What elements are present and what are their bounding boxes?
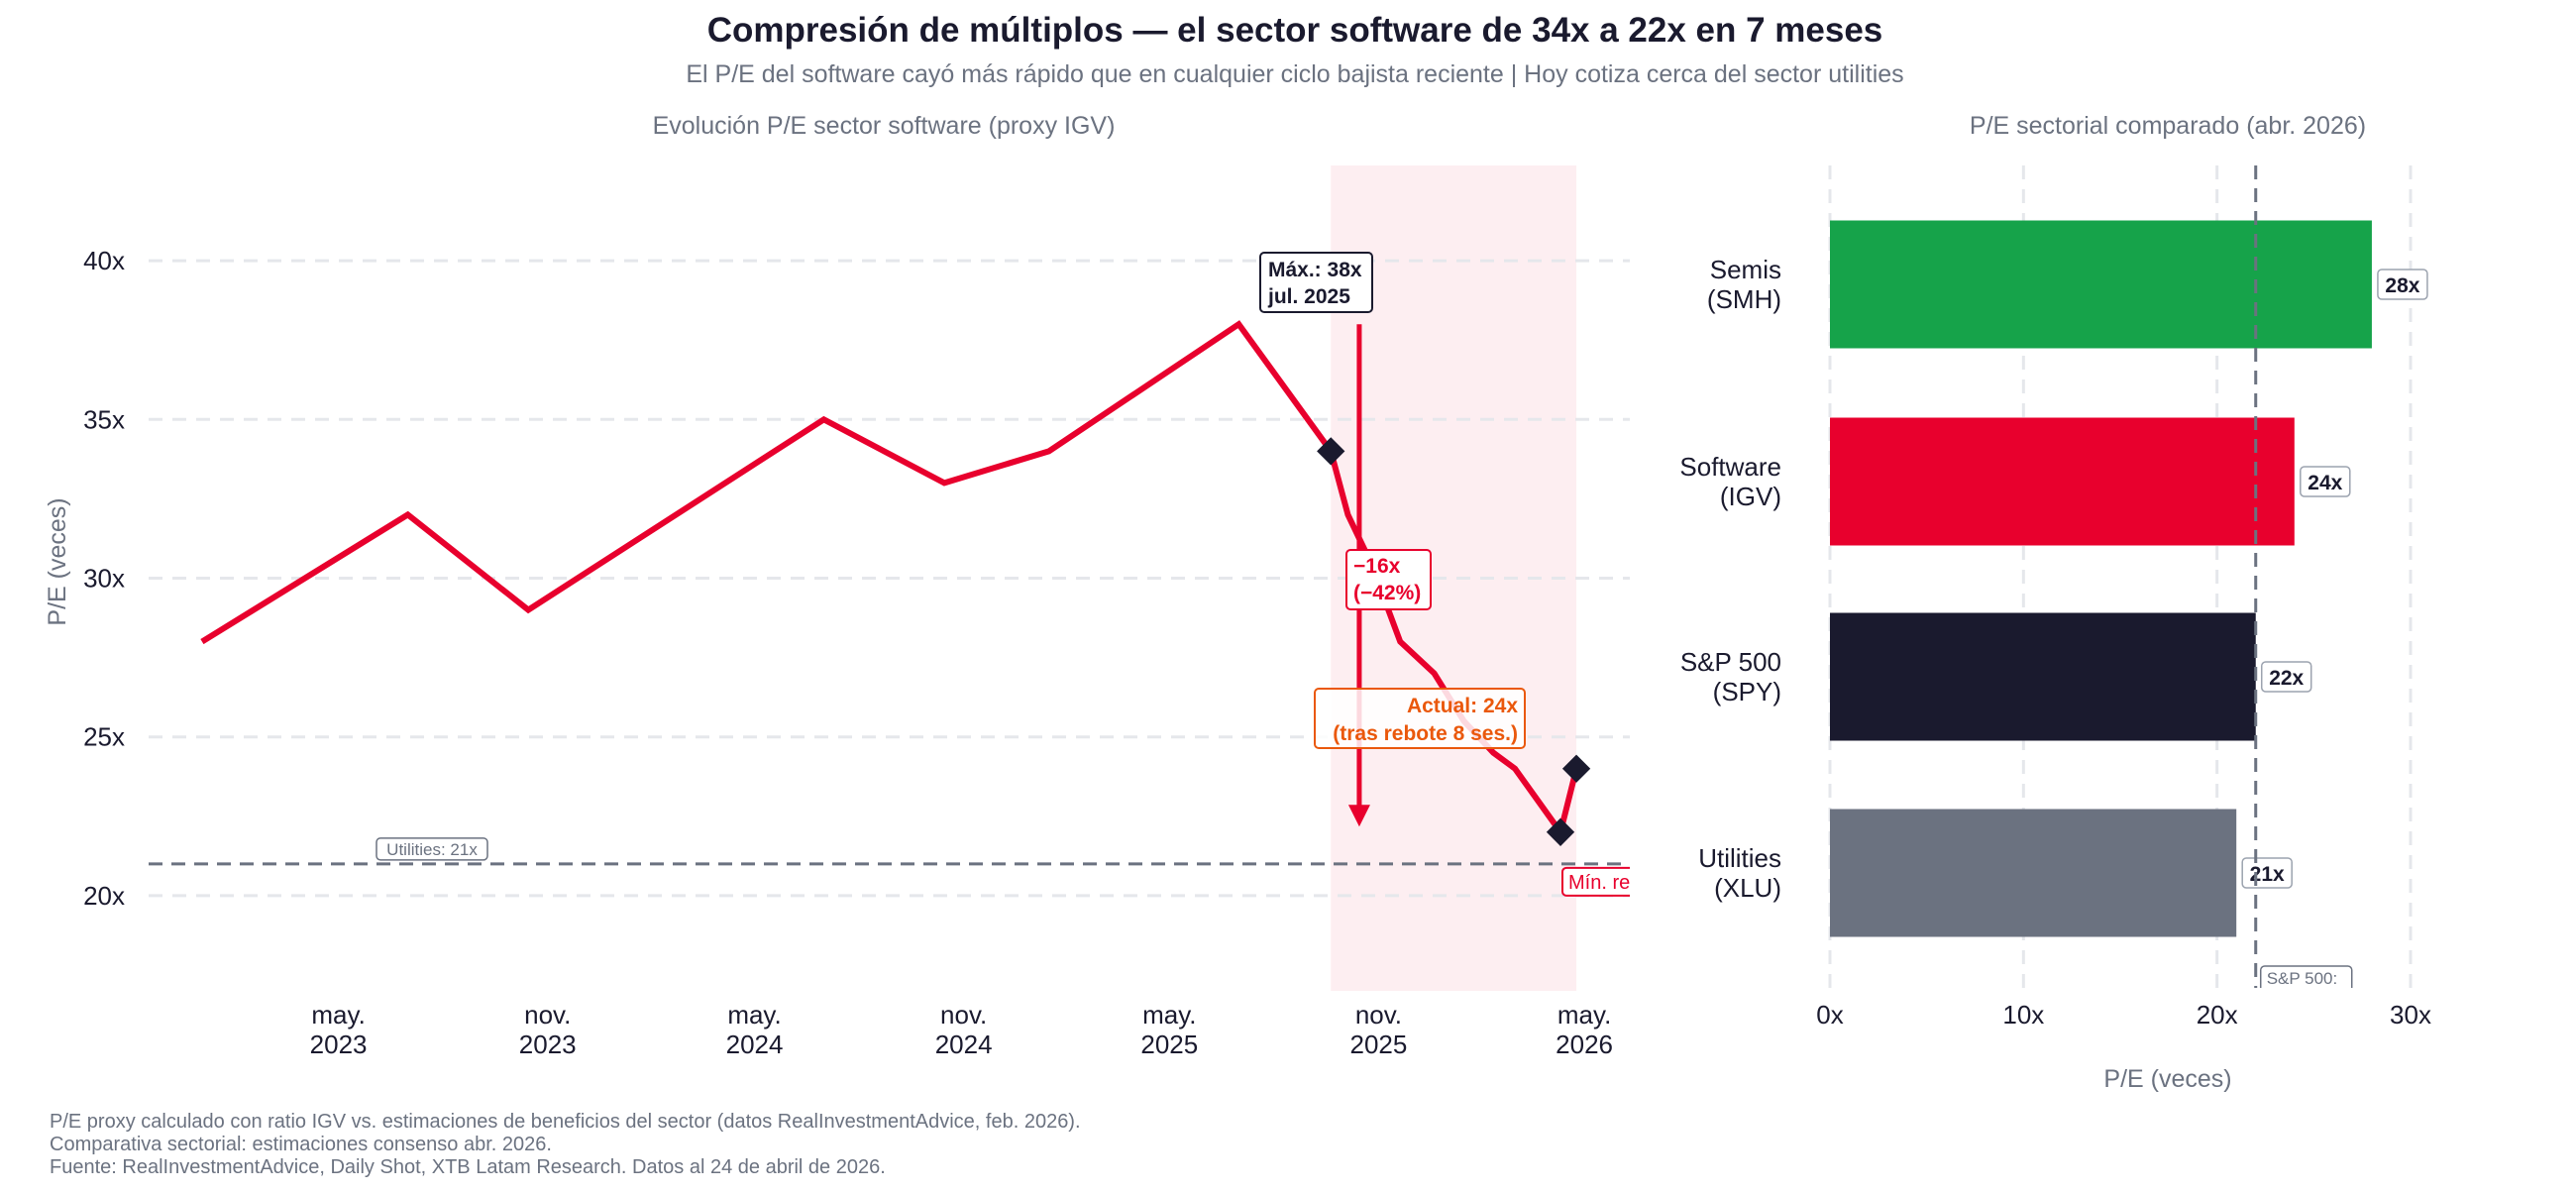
value-label: 22x — [2269, 667, 2304, 690]
category-label-line: (IGV) — [1720, 482, 1781, 511]
sp500-reference-annotation: S&P 500: — [2259, 965, 2353, 988]
drop-annotation-text: (−42%) — [1353, 582, 1421, 604]
x-tick-label-line: nov. — [524, 1000, 571, 1030]
chart-subtitle: El P/E del software cayó más rápido que … — [686, 60, 1903, 88]
actual-annotation-text: (tras rebote 8 ses.) — [1333, 722, 1518, 745]
x-tick-label: may. 2025 — [1140, 1000, 1198, 1059]
max-annotation-text: jul. 2025 — [1267, 285, 1350, 308]
value-label: 24x — [2308, 472, 2342, 494]
max-annotation-box — [1259, 252, 1373, 313]
utilities-label: Utilities: 21x — [386, 840, 478, 859]
bar-chart-panel: P/E sectorial comparado (abr. 2026) P/E … — [1679, 112, 2431, 1093]
x-tick-label-line: 2023 — [310, 1030, 368, 1059]
x-tick-label-line: may. — [727, 1000, 781, 1030]
x-tick-label: 10x — [2002, 1000, 2044, 1030]
value-label-box — [2300, 466, 2351, 497]
actual-annotation-box — [1314, 688, 1526, 749]
drop-arrow-head — [1347, 805, 1370, 827]
software-pe-line — [200, 320, 1579, 839]
value-label: 28x — [2385, 274, 2419, 297]
footer-note-2: Comparativa sectorial: estimaciones cons… — [50, 1134, 552, 1155]
x-tick-label: nov. 2024 — [935, 1000, 993, 1059]
line-chart-panel: Evolución P/E sector software (proxy IGV… — [44, 112, 1630, 1059]
x-axis-label: P/E (veces) — [2103, 1065, 2231, 1093]
drop-annotation-box — [1345, 549, 1432, 610]
x-tick-label-line: 2024 — [726, 1030, 784, 1059]
x-tick-label: nov. 2025 — [1350, 1000, 1408, 1059]
min-annotation: Mín. re — [1561, 866, 1630, 897]
category-label-line: (SMH) — [1707, 284, 1781, 314]
y-tick-label: 20x — [83, 881, 125, 911]
category-label-line: S&P 500 — [1680, 647, 1781, 677]
sp500-label: S&P 500: — [2267, 969, 2338, 988]
y-tick-label: 25x — [83, 722, 125, 752]
sp500-label-box — [2259, 965, 2353, 988]
x-tick-label-line: 2026 — [1556, 1030, 1613, 1059]
chart-title: Compresión de múltiplos — el sector soft… — [707, 11, 1883, 50]
bar-chart-title: P/E sectorial comparado (abr. 2026) — [1970, 112, 2366, 140]
actual-annotation-text: Actual: 24x — [1407, 695, 1518, 717]
diamond-marker — [1561, 754, 1591, 783]
category-label-line: Semis — [1710, 255, 1781, 284]
bar-s-p-500 — [1830, 612, 2256, 741]
x-tick-label-line: 2025 — [1140, 1030, 1198, 1059]
min-annotation-box — [1561, 866, 1630, 897]
x-tick-label: 20x — [2197, 1000, 2238, 1030]
x-tick-label: may. 2026 — [1556, 1000, 1613, 1059]
x-tick-label: may. 2024 — [726, 1000, 784, 1059]
diamond-marker — [1317, 437, 1345, 466]
diamond-marker — [1546, 817, 1575, 846]
category-label: Software (IGV) — [1679, 452, 1781, 511]
utilities-label-box — [376, 837, 488, 861]
x-tick-label: nov. 2023 — [519, 1000, 577, 1059]
line-chart-title: Evolución P/E sector software (proxy IGV… — [653, 112, 1116, 140]
y-tick-label: 30x — [83, 564, 125, 594]
x-tick-label-line: 2023 — [519, 1030, 577, 1059]
x-tick-label-line: may. — [311, 1000, 365, 1030]
footer-note-1: P/E proxy calculado con ratio IGV vs. es… — [50, 1111, 1081, 1133]
bar-software — [1830, 417, 2295, 546]
value-label: 21x — [2250, 863, 2285, 886]
category-label-line: Utilities — [1698, 843, 1781, 873]
category-label-line: (SPY) — [1713, 677, 1781, 706]
y-tick-label: 40x — [83, 246, 125, 275]
category-label: Utilities (XLU) — [1698, 843, 1781, 903]
category-label: Semis (SMH) — [1707, 255, 1781, 314]
category-label-line: Software — [1679, 452, 1781, 482]
x-tick-label: 30x — [2390, 1000, 2431, 1030]
value-label-box — [2377, 269, 2428, 300]
bar-semis — [1830, 220, 2372, 349]
x-tick-label-line: may. — [1142, 1000, 1196, 1030]
min-annotation-text: Mín. re — [1568, 872, 1630, 894]
x-tick-label-line: 2025 — [1350, 1030, 1408, 1059]
value-label-box — [2260, 661, 2312, 693]
y-tick-label: 35x — [83, 404, 125, 434]
bar-utilities — [1830, 809, 2237, 937]
x-tick-label-line: nov. — [1355, 1000, 1402, 1030]
x-tick-label-line: nov. — [940, 1000, 987, 1030]
footer-source: Fuente: RealInvestmentAdvice, Daily Shot… — [50, 1156, 886, 1178]
y-axis-label: P/E (veces) — [44, 497, 71, 625]
x-tick-label: 0x — [1816, 1000, 1843, 1030]
drop-annotation-text: −16x — [1353, 555, 1401, 578]
x-tick-label-line: 2024 — [935, 1030, 993, 1059]
category-label: S&P 500 (SPY) — [1680, 647, 1781, 706]
category-label-line: (XLU) — [1714, 873, 1781, 903]
max-annotation-text: Máx.: 38x — [1268, 259, 1362, 281]
x-tick-label: may. 2023 — [310, 1000, 368, 1059]
x-tick-label-line: may. — [1557, 1000, 1611, 1030]
